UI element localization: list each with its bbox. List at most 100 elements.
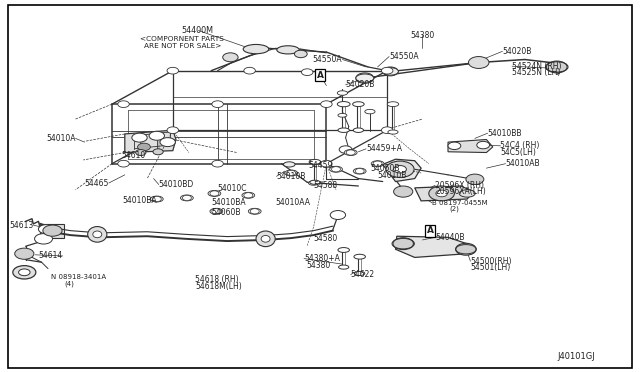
Circle shape <box>346 150 355 155</box>
Ellipse shape <box>337 102 350 107</box>
Text: 54C4 (RH): 54C4 (RH) <box>500 141 540 150</box>
Text: (2): (2) <box>449 206 460 212</box>
Text: 54C5(LH): 54C5(LH) <box>500 148 536 157</box>
Circle shape <box>301 69 313 76</box>
Text: 54060B: 54060B <box>211 208 241 217</box>
Circle shape <box>182 195 191 201</box>
Ellipse shape <box>371 161 384 167</box>
Ellipse shape <box>256 231 275 247</box>
Text: J40101GJ: J40101GJ <box>557 352 595 361</box>
Text: 54618 (RH): 54618 (RH) <box>195 275 239 284</box>
Ellipse shape <box>309 159 321 164</box>
Circle shape <box>250 209 259 214</box>
Polygon shape <box>383 159 421 182</box>
Circle shape <box>393 238 413 250</box>
Circle shape <box>381 127 393 134</box>
Circle shape <box>339 146 352 153</box>
Ellipse shape <box>383 68 398 75</box>
Ellipse shape <box>284 162 295 167</box>
Ellipse shape <box>88 227 107 242</box>
Circle shape <box>19 269 30 276</box>
Circle shape <box>223 53 238 62</box>
Circle shape <box>373 161 382 166</box>
Circle shape <box>294 50 307 58</box>
Circle shape <box>167 67 179 74</box>
Text: ARE NOT FOR SALE>: ARE NOT FOR SALE> <box>144 43 221 49</box>
Ellipse shape <box>337 91 348 95</box>
Ellipse shape <box>310 180 320 184</box>
Circle shape <box>38 225 54 234</box>
Circle shape <box>477 141 490 149</box>
Ellipse shape <box>261 235 270 242</box>
Text: 54010A: 54010A <box>46 134 76 143</box>
Text: N 08918-3401A: N 08918-3401A <box>51 274 106 280</box>
Circle shape <box>355 169 364 174</box>
Ellipse shape <box>353 128 364 132</box>
Circle shape <box>332 167 340 172</box>
Text: 54610: 54610 <box>122 151 146 160</box>
Circle shape <box>212 160 223 167</box>
Text: A: A <box>317 71 323 80</box>
Text: A: A <box>427 226 433 235</box>
Text: 54040B: 54040B <box>435 233 465 242</box>
Circle shape <box>244 67 255 74</box>
Circle shape <box>468 57 489 68</box>
Polygon shape <box>415 186 474 201</box>
Text: 54459+A: 54459+A <box>366 144 402 153</box>
Circle shape <box>448 142 461 150</box>
Text: 54010AB: 54010AB <box>506 159 540 168</box>
Ellipse shape <box>338 248 349 252</box>
Text: 54010BB: 54010BB <box>488 129 522 138</box>
Circle shape <box>321 160 332 167</box>
Text: 54010B: 54010B <box>276 172 306 181</box>
Circle shape <box>43 225 62 236</box>
Ellipse shape <box>344 150 357 155</box>
Text: 54525N (LH): 54525N (LH) <box>512 68 561 77</box>
Text: 54459: 54459 <box>308 161 333 170</box>
Text: <COMPORNENT PARTS: <COMPORNENT PARTS <box>140 36 225 42</box>
Circle shape <box>287 170 296 176</box>
Text: 54465: 54465 <box>84 179 109 187</box>
Ellipse shape <box>308 181 319 185</box>
Ellipse shape <box>460 190 476 197</box>
Text: 54380: 54380 <box>410 31 435 40</box>
Ellipse shape <box>354 254 365 259</box>
Text: 54614: 54614 <box>38 251 63 260</box>
Ellipse shape <box>277 46 300 54</box>
Ellipse shape <box>388 130 398 134</box>
Text: 54020B: 54020B <box>502 47 532 56</box>
Text: 54380: 54380 <box>306 262 330 270</box>
Text: 54010B: 54010B <box>378 171 407 180</box>
Text: 54010BD: 54010BD <box>159 180 194 189</box>
Circle shape <box>436 190 447 197</box>
Text: 54501(LH): 54501(LH) <box>470 263 511 272</box>
Circle shape <box>35 234 52 244</box>
Circle shape <box>383 67 398 76</box>
Ellipse shape <box>180 195 193 201</box>
Polygon shape <box>448 140 493 153</box>
Circle shape <box>160 138 175 147</box>
Ellipse shape <box>150 196 163 202</box>
Ellipse shape <box>355 272 365 275</box>
Circle shape <box>118 101 129 108</box>
Circle shape <box>244 193 253 198</box>
Circle shape <box>547 61 567 73</box>
Text: 54380+A: 54380+A <box>304 254 340 263</box>
Text: 54400M: 54400M <box>181 26 213 35</box>
Ellipse shape <box>339 265 349 269</box>
Circle shape <box>381 67 393 74</box>
Polygon shape <box>396 236 472 257</box>
Ellipse shape <box>353 168 366 174</box>
Circle shape <box>356 73 374 83</box>
Text: 54524N (RH): 54524N (RH) <box>512 62 561 71</box>
Text: 54010AA: 54010AA <box>275 198 310 207</box>
Circle shape <box>212 209 221 214</box>
Circle shape <box>167 127 179 134</box>
Circle shape <box>118 160 129 167</box>
Circle shape <box>386 161 414 177</box>
Text: 20596X (RH): 20596X (RH) <box>435 181 484 190</box>
Circle shape <box>132 133 147 142</box>
Text: 54550A: 54550A <box>313 55 342 64</box>
Text: 54010BA: 54010BA <box>211 198 246 207</box>
Ellipse shape <box>208 190 221 196</box>
